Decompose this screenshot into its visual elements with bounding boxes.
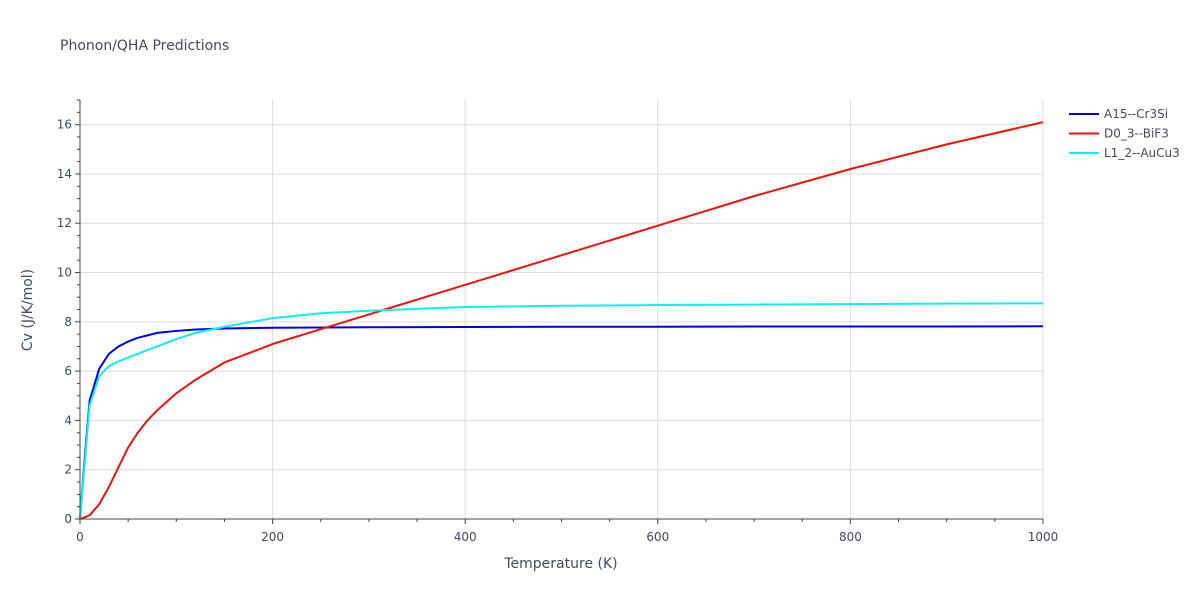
y-tick-label: 14 xyxy=(57,167,72,181)
legend-label: D0_3--BiF3 xyxy=(1104,127,1169,141)
x-tick-label: 200 xyxy=(261,530,284,544)
series-layer xyxy=(79,121,1044,520)
legend-label: A15--Cr3Si xyxy=(1104,107,1168,121)
y-tick-label: 16 xyxy=(57,118,72,132)
y-tick-label: 4 xyxy=(64,413,72,427)
legend-item[interactable]: L1_2--AuCu3 xyxy=(1069,146,1180,160)
chart-title: Phonon/QHA Predictions xyxy=(60,38,229,54)
y-tick-label: 12 xyxy=(57,216,72,230)
y-tick-label: 0 xyxy=(64,512,72,526)
y-tick-label: 6 xyxy=(64,364,72,378)
x-axis-title: Temperature (K) xyxy=(503,556,617,572)
grid xyxy=(80,100,1044,519)
legend[interactable]: A15--Cr3Si D0_3--BiF3 L1_2--AuCu3 xyxy=(1069,107,1180,160)
legend-item[interactable]: D0_3--BiF3 xyxy=(1069,127,1169,141)
legend-label: L1_2--AuCu3 xyxy=(1104,146,1180,160)
y-axis-title: Cv (J/K/mol) xyxy=(20,269,36,351)
series-line-3 xyxy=(79,302,1044,520)
x-tick-label: 800 xyxy=(839,530,862,544)
x-tick-label: 1000 xyxy=(1028,530,1059,544)
legend-item[interactable]: A15--Cr3Si xyxy=(1069,107,1168,121)
y-tick-label: 2 xyxy=(64,463,72,477)
x-tick-label: 0 xyxy=(76,530,84,544)
series-line-2 xyxy=(79,121,1044,520)
axes: 0 200 400 600 800 1000 0 2 4 6 8 10 12 14 16 xyxy=(57,99,1059,544)
x-tick-label: 600 xyxy=(646,530,669,544)
y-tick-label: 8 xyxy=(64,315,72,329)
series-line-1 xyxy=(79,325,1044,520)
x-tick-label: 400 xyxy=(454,530,477,544)
y-tick-label: 10 xyxy=(57,266,72,280)
